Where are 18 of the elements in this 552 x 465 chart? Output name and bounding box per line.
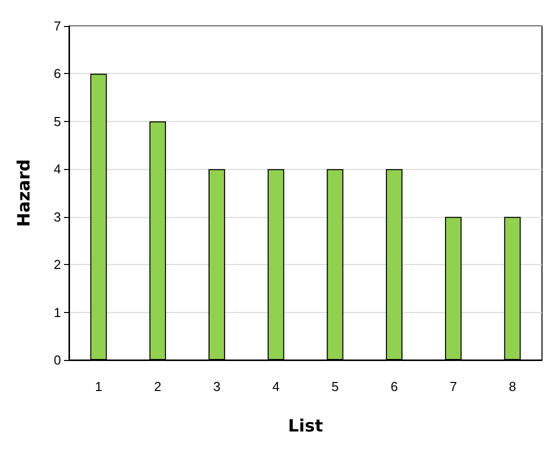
x-tick-label: 2 — [154, 379, 162, 394]
y-tick-label: 3 — [54, 209, 61, 224]
y-tick-label: 5 — [54, 114, 61, 129]
x-tick-label: 3 — [213, 379, 220, 394]
y-tick-label: 6 — [54, 66, 61, 82]
y-tick-label: 4 — [54, 162, 61, 177]
x-tick-label: 8 — [508, 379, 516, 394]
y-tick-label: 2 — [54, 257, 61, 272]
x-tick-label: 5 — [331, 379, 339, 394]
x-tick-label: 1 — [94, 379, 102, 394]
x-tick-label: 7 — [450, 379, 457, 394]
x-tick-label: 4 — [272, 379, 280, 394]
y-axis-title: Hazard — [14, 159, 34, 227]
x-axis-title: List — [288, 416, 323, 436]
y-tick-label: 1 — [54, 304, 61, 320]
y-tick-label: 7 — [54, 18, 61, 34]
y-tick-label: 0 — [54, 352, 61, 368]
x-tick-label: 6 — [390, 379, 398, 394]
